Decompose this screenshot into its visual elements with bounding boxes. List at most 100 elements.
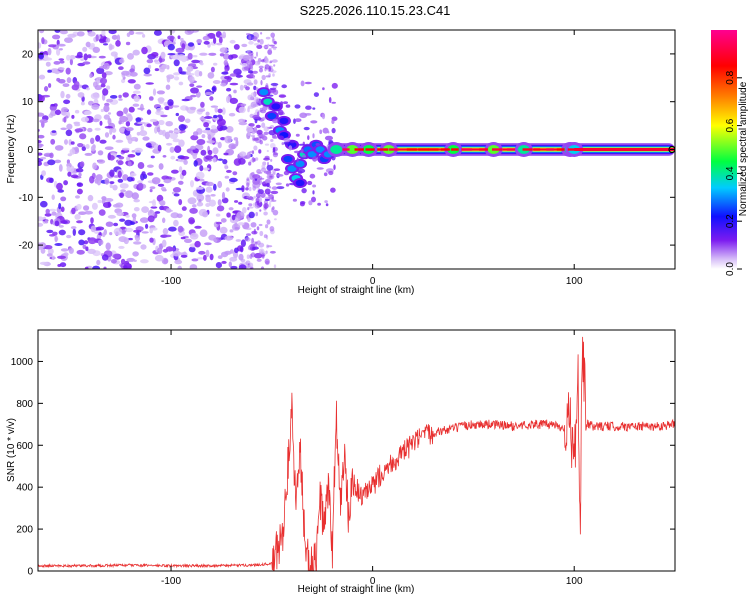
noise-blob bbox=[196, 201, 204, 207]
noise-blob bbox=[101, 72, 107, 79]
noise-blob bbox=[263, 126, 270, 132]
noise-blob bbox=[259, 140, 263, 145]
noise-blob bbox=[253, 145, 258, 151]
noise-blob bbox=[73, 81, 80, 88]
noise-blob bbox=[252, 75, 255, 80]
noise-blob bbox=[180, 55, 187, 63]
noise-blob bbox=[269, 250, 276, 254]
noise-blob bbox=[55, 109, 61, 116]
noise-blob bbox=[87, 248, 96, 254]
noise-blob bbox=[178, 124, 187, 131]
noise-blob bbox=[246, 196, 250, 199]
noise-blob bbox=[156, 126, 161, 133]
transition-speckle bbox=[328, 97, 332, 103]
noise-blob bbox=[228, 207, 234, 211]
noise-blob bbox=[268, 202, 272, 208]
noise-blob bbox=[87, 54, 92, 59]
noise-blob bbox=[252, 36, 258, 42]
noise-blob bbox=[259, 209, 262, 212]
tone-bulge bbox=[346, 145, 359, 154]
colorbar-label: Normalized spectral amplitude bbox=[738, 81, 749, 216]
noise-blob bbox=[261, 167, 267, 173]
noise-blob bbox=[76, 249, 85, 255]
noise-blob bbox=[163, 234, 172, 238]
noise-blob bbox=[38, 42, 42, 49]
noise-blob bbox=[102, 202, 112, 208]
noise-blob bbox=[74, 109, 80, 114]
noise-blob bbox=[216, 42, 223, 46]
noise-blob bbox=[229, 73, 237, 77]
noise-blob bbox=[40, 156, 47, 160]
transition-speckle bbox=[280, 101, 284, 106]
noise-blob bbox=[87, 31, 96, 37]
transition-speckle bbox=[322, 127, 329, 134]
noise-blob bbox=[183, 159, 188, 165]
noise-blob bbox=[121, 229, 126, 235]
noise-blob bbox=[66, 54, 71, 61]
transition-blob bbox=[259, 88, 269, 96]
noise-blob bbox=[109, 232, 113, 236]
noise-blob bbox=[181, 169, 187, 176]
noise-blob bbox=[96, 67, 105, 75]
noise-blob bbox=[226, 136, 232, 139]
noise-blob bbox=[242, 54, 250, 61]
noise-blob bbox=[245, 86, 250, 91]
x-tick-label: -100 bbox=[161, 576, 181, 587]
noise-blob bbox=[224, 235, 234, 241]
noise-blob bbox=[158, 99, 164, 104]
transition-speckle bbox=[294, 118, 302, 122]
x-tick-label: -100 bbox=[161, 276, 181, 287]
noise-blob bbox=[262, 161, 267, 166]
noise-blob bbox=[145, 142, 152, 148]
noise-blob bbox=[219, 125, 228, 131]
noise-blob bbox=[66, 234, 72, 239]
transition-speckle bbox=[258, 149, 262, 154]
transition-blob bbox=[267, 112, 277, 120]
noise-blob bbox=[160, 114, 168, 118]
noise-blob bbox=[265, 36, 271, 40]
noise-blob bbox=[204, 91, 213, 96]
tone-peak bbox=[479, 148, 488, 151]
noise-blob bbox=[133, 83, 141, 90]
transition-speckle bbox=[267, 94, 274, 97]
noise-blob bbox=[193, 160, 198, 167]
noise-blob bbox=[123, 237, 129, 245]
noise-blob bbox=[81, 146, 87, 151]
noise-blob bbox=[194, 240, 201, 248]
noise-blob bbox=[131, 150, 136, 153]
transition-speckle bbox=[293, 150, 300, 154]
noise-blob bbox=[188, 246, 196, 253]
noise-blob bbox=[219, 47, 228, 53]
noise-blob bbox=[131, 192, 139, 200]
noise-blob bbox=[195, 171, 205, 180]
noise-blob bbox=[82, 244, 87, 250]
noise-blob bbox=[249, 262, 254, 268]
noise-blob bbox=[140, 259, 149, 264]
noise-blob bbox=[39, 261, 48, 265]
noise-blob bbox=[252, 185, 256, 191]
noise-blob bbox=[247, 107, 250, 113]
noise-blob bbox=[222, 53, 230, 60]
noise-blob bbox=[38, 143, 44, 147]
tone-peak bbox=[492, 148, 503, 151]
noise-blob bbox=[259, 177, 265, 180]
noise-blob bbox=[205, 194, 211, 198]
noise-blob bbox=[76, 188, 83, 195]
noise-blob bbox=[220, 82, 227, 87]
transition-speckle bbox=[283, 170, 290, 176]
transition-speckle bbox=[268, 89, 277, 93]
noise-blob bbox=[131, 213, 137, 219]
noise-blob bbox=[260, 266, 265, 269]
noise-blob bbox=[47, 69, 52, 73]
noise-blob bbox=[226, 212, 231, 218]
transition-speckle bbox=[256, 200, 260, 206]
transition-speckle bbox=[296, 157, 299, 163]
noise-blob bbox=[124, 219, 133, 226]
noise-blob bbox=[239, 246, 244, 253]
noise-blob bbox=[67, 153, 73, 157]
transition-speckle bbox=[299, 112, 308, 119]
noise-blob bbox=[221, 251, 229, 258]
noise-blob bbox=[76, 220, 83, 224]
noise-blob bbox=[104, 146, 114, 150]
noise-blob bbox=[178, 166, 183, 173]
